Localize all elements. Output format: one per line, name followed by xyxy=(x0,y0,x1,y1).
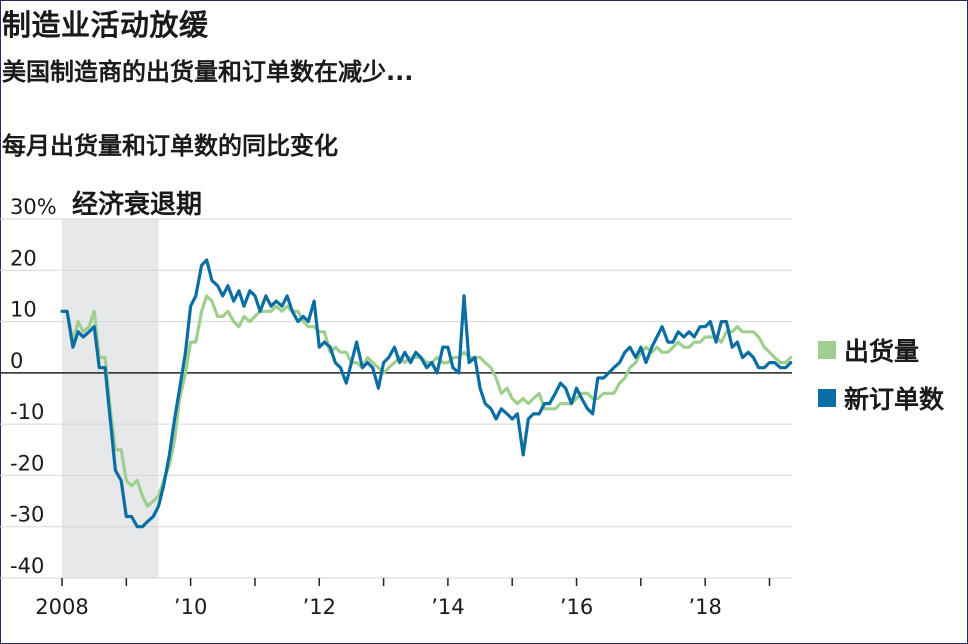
chart-measure-label: 每月出货量和订单数的同比变化 xyxy=(2,132,338,160)
x-tick-label: ’12 xyxy=(303,595,336,619)
y-tick-label: 20 xyxy=(10,246,37,270)
x-tick-label: ’18 xyxy=(688,595,721,619)
y-tick-label: -10 xyxy=(10,400,44,424)
chart-title: 制造业活动放缓 xyxy=(2,8,209,42)
legend-swatch-orders xyxy=(818,389,836,407)
chart-subtitle: 美国制造商的出货量和订单数在减少... xyxy=(2,58,414,86)
x-tick-label: 2008 xyxy=(35,595,88,619)
x-tick-label: ’10 xyxy=(174,595,207,619)
legend-swatch-shipments xyxy=(818,341,836,359)
legend-item-orders: 新订单数 xyxy=(818,380,944,416)
y-tick-label: 10 xyxy=(10,298,37,322)
recession-label: 经济衰退期 xyxy=(72,189,202,220)
x-tick-label: ’14 xyxy=(431,595,464,619)
y-tick-label: -40 xyxy=(10,554,44,578)
legend-label-orders: 新订单数 xyxy=(844,385,945,414)
y-tick-label: -30 xyxy=(10,503,44,527)
x-tick-label: ’16 xyxy=(560,595,593,619)
legend-label-shipments: 出货量 xyxy=(844,337,920,366)
series-line-shipments xyxy=(60,294,793,508)
y-tick-label: 0 xyxy=(10,349,23,373)
legend-item-shipments: 出货量 xyxy=(818,332,919,368)
y-tick-label: -20 xyxy=(10,451,44,475)
series-line-orders xyxy=(60,258,793,529)
y-tick-label: 30% xyxy=(10,195,57,219)
